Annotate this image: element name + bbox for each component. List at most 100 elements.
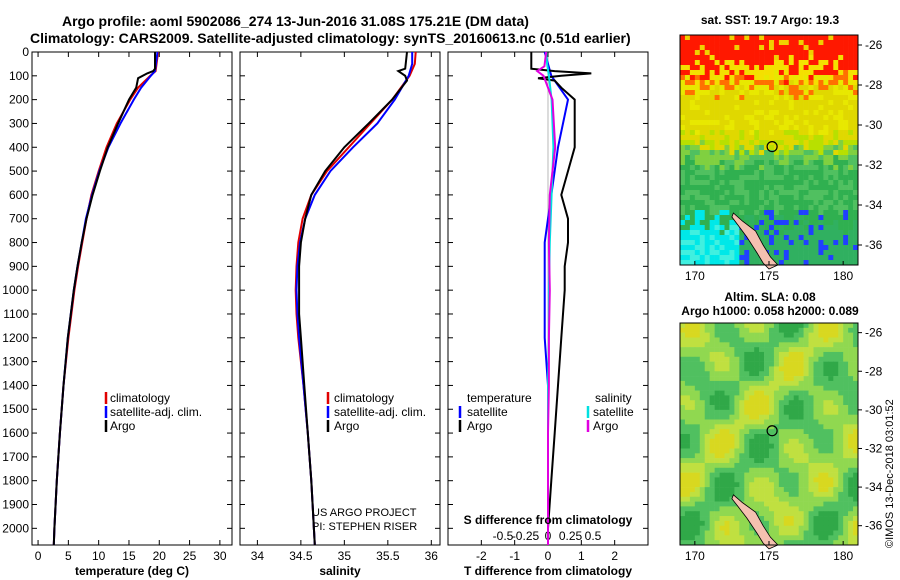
map-cell [739, 535, 745, 541]
map-cell [734, 100, 740, 106]
map-cell [749, 110, 755, 116]
map-cell [813, 342, 819, 348]
map-cell [769, 390, 775, 396]
map-cell [798, 434, 804, 440]
map-cell [798, 85, 804, 91]
map-cell [823, 414, 829, 420]
map-cell [744, 342, 750, 348]
map-cell [759, 65, 765, 71]
map-cell [793, 385, 799, 391]
map-cell [744, 245, 750, 251]
map-cell [828, 323, 834, 329]
map-cell [729, 140, 735, 146]
map-cell [769, 419, 775, 425]
map-cell [813, 45, 819, 51]
map-cell [833, 75, 839, 81]
map-cell [823, 356, 829, 362]
map-cell [788, 409, 795, 415]
map-cell [813, 65, 819, 71]
map-cell [823, 337, 829, 343]
map-cell [729, 467, 735, 473]
map-cell [853, 332, 859, 338]
map-cell [719, 477, 725, 483]
map-cell [699, 100, 706, 106]
map-cell [793, 165, 799, 171]
map-cell [724, 205, 730, 211]
map-cell [709, 55, 715, 61]
map-cell [848, 185, 854, 191]
map-cell [744, 540, 750, 546]
map-cell [729, 380, 735, 387]
depth-tick-label: 1800 [2, 474, 29, 488]
legend-climatology: climatology [110, 391, 170, 405]
map-cell [764, 165, 770, 171]
map-cell [764, 105, 770, 111]
map-cell [694, 250, 701, 256]
map-cell [719, 225, 725, 231]
map-cell [833, 323, 839, 329]
map-cell [719, 230, 725, 236]
map-cell [773, 250, 780, 256]
map-cell [754, 491, 760, 498]
map-cell [773, 400, 780, 406]
map-cell [749, 55, 755, 61]
map-cell [833, 165, 839, 171]
map-cell [769, 135, 775, 141]
map-cell [699, 467, 706, 473]
map-cell [689, 130, 696, 136]
map-cell [680, 95, 686, 101]
map-cell [853, 225, 859, 231]
map-cell [848, 55, 854, 61]
map-cell [734, 210, 740, 216]
map-cell [719, 327, 725, 333]
lat-tick-label: -34 [865, 198, 883, 212]
map-cell [798, 323, 804, 329]
map-cell [689, 520, 696, 526]
map-cell [853, 150, 859, 156]
map-cell [803, 235, 809, 241]
map-cell [778, 240, 785, 246]
map-cell [838, 520, 844, 526]
map-cell [823, 105, 829, 111]
map-cell [704, 195, 710, 201]
map-cell [783, 385, 790, 391]
map-cell [724, 125, 730, 131]
map-cell [773, 55, 780, 61]
map-cell [813, 225, 819, 231]
map-cell [704, 467, 710, 473]
map-cell [734, 516, 740, 522]
map-cell [778, 250, 785, 256]
map-cell [813, 409, 819, 415]
map-cell [739, 80, 745, 86]
map-cell [828, 434, 834, 440]
map-cell [759, 125, 765, 131]
map-cell [704, 487, 710, 493]
map-cell [853, 424, 859, 430]
map-cell [823, 215, 829, 221]
map-cell [813, 438, 819, 444]
map-cell [798, 337, 804, 343]
map-cell [739, 482, 745, 488]
map-cell [788, 496, 795, 502]
map-cell [694, 487, 701, 493]
map-cell [803, 323, 809, 329]
map-cell [813, 477, 819, 483]
map-cell [813, 85, 819, 91]
map-cell [778, 70, 785, 76]
map-cell [813, 35, 819, 41]
map-cell [689, 200, 696, 206]
map-cell [719, 434, 725, 440]
map-cell [788, 180, 795, 186]
map-cell [680, 140, 686, 146]
map-cell [714, 190, 720, 196]
map-cell [773, 105, 780, 111]
map-cell [773, 366, 780, 372]
map-cell [729, 170, 735, 176]
map-cell [724, 323, 730, 329]
map-cell [803, 140, 809, 146]
map-cell [843, 160, 849, 166]
map-cell [838, 414, 844, 420]
map-cell [848, 405, 854, 411]
map-cell [828, 414, 834, 420]
map-cell [783, 175, 790, 181]
